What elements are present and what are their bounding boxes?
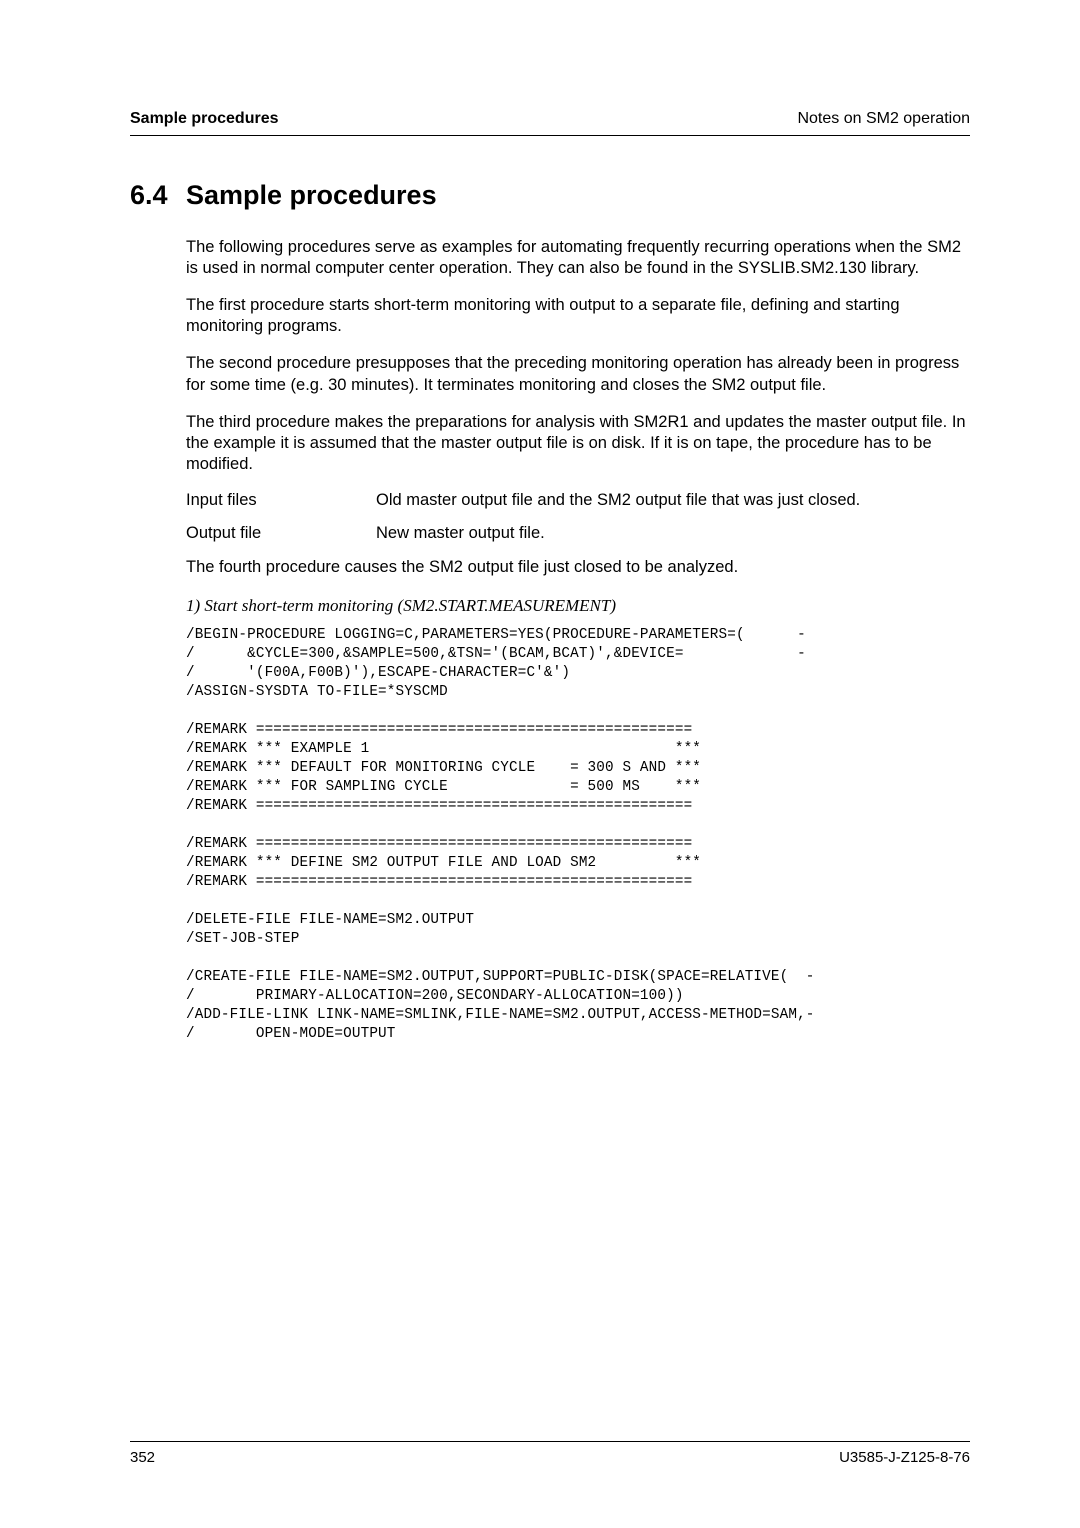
paragraph-1: The following procedures serve as exampl… [186, 237, 970, 279]
paragraph-2: The first procedure starts short-term mo… [186, 295, 970, 337]
section-heading: 6.4Sample procedures [130, 180, 970, 211]
output-file-row: Output file New master output file. [186, 524, 970, 543]
section-title: Sample procedures [186, 180, 437, 210]
output-file-value: New master output file. [376, 524, 545, 543]
page: Sample procedures Notes on SM2 operation… [0, 0, 1080, 1528]
input-files-row: Input files Old master output file and t… [186, 491, 970, 510]
section-number: 6.4 [130, 180, 186, 211]
header-left: Sample procedures [130, 110, 279, 128]
input-files-value: Old master output file and the SM2 outpu… [376, 491, 860, 510]
input-files-label: Input files [186, 491, 376, 510]
header-right: Notes on SM2 operation [797, 110, 970, 128]
document-id: U3585-J-Z125-8-76 [839, 1449, 970, 1466]
page-footer: 352 U3585-J-Z125-8-76 [130, 1441, 970, 1466]
output-file-label: Output file [186, 524, 376, 543]
body-content: The following procedures serve as exampl… [186, 237, 970, 1044]
code-listing: /BEGIN-PROCEDURE LOGGING=C,PARAMETERS=YE… [186, 626, 970, 1044]
running-header: Sample procedures Notes on SM2 operation [130, 110, 970, 136]
paragraph-5: The fourth procedure causes the SM2 outp… [186, 557, 970, 578]
paragraph-4: The third procedure makes the preparatio… [186, 412, 970, 475]
paragraph-3: The second procedure presupposes that th… [186, 353, 970, 395]
page-number: 352 [130, 1449, 155, 1466]
procedure-subheading: 1) Start short-term monitoring (SM2.STAR… [186, 596, 970, 616]
